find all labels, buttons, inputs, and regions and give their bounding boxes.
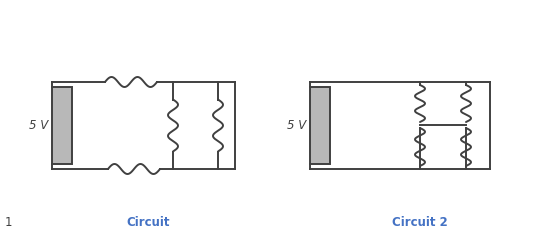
Text: Circuit 2: Circuit 2 [392, 217, 448, 229]
Text: Circuit: Circuit [126, 217, 170, 229]
Text: 1: 1 [5, 217, 13, 229]
Bar [310, 87, 330, 164]
Bar [52, 87, 72, 164]
Text: 5 V: 5 V [287, 119, 306, 132]
Text: 5 V: 5 V [29, 119, 48, 132]
